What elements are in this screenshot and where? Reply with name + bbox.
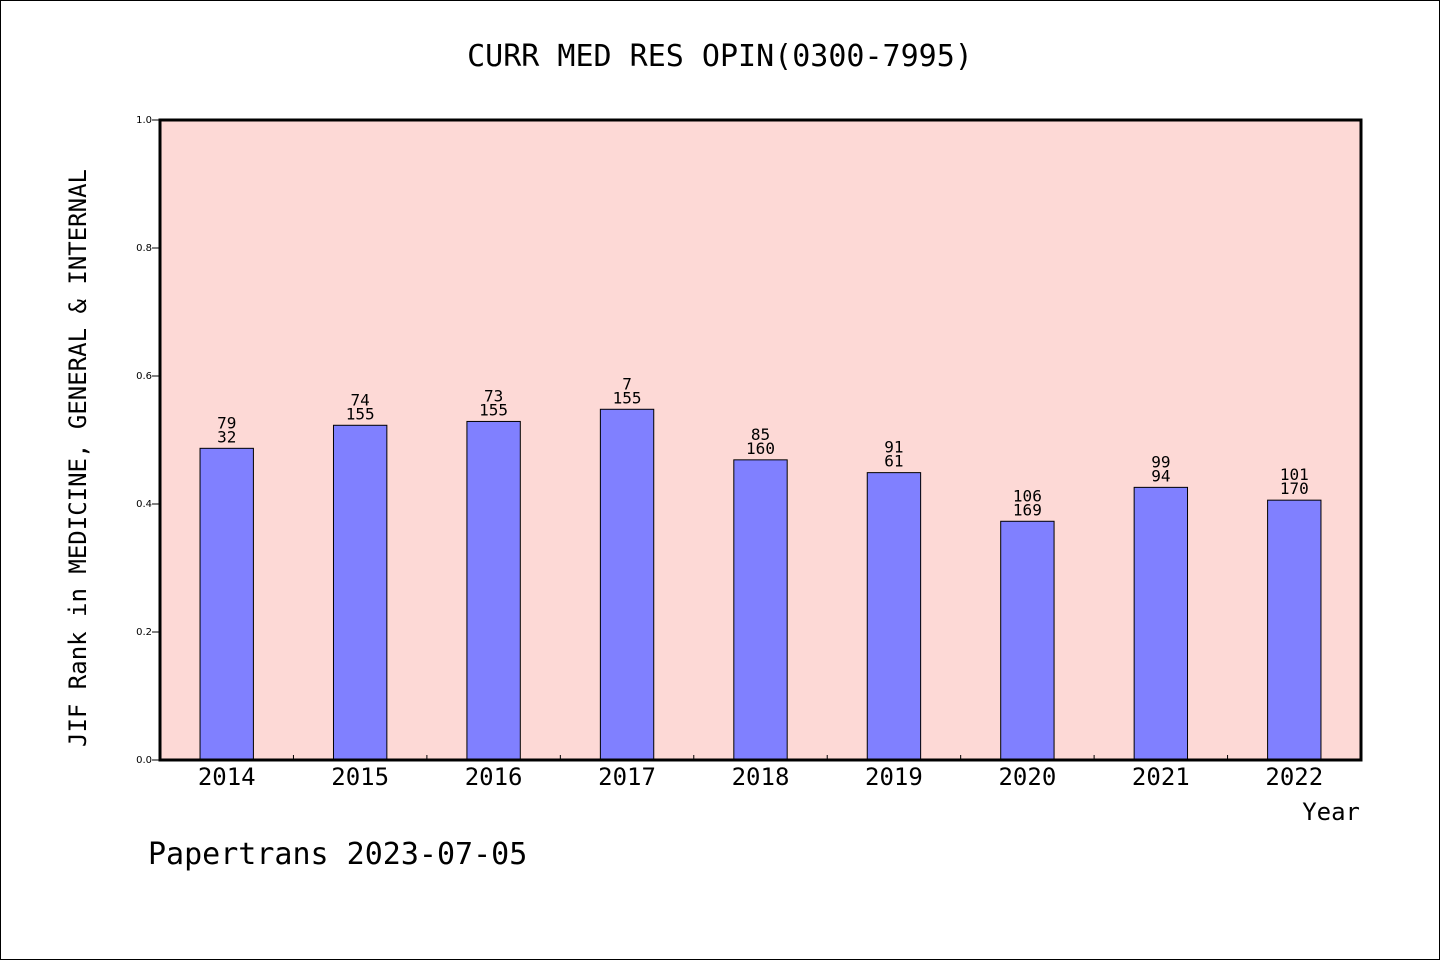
y-tick-label: 0.2 bbox=[136, 627, 152, 638]
bar-total-label: 155 bbox=[346, 404, 375, 423]
bar-2018 bbox=[733, 459, 788, 761]
x-tick-label: 2020 bbox=[998, 763, 1056, 791]
y-axis-label: JIF Rank in MEDICINE, GENERAL & INTERNAL bbox=[64, 169, 92, 747]
bar-rank-label: 7 bbox=[622, 374, 632, 393]
bar-2019 bbox=[866, 472, 922, 761]
bar-2021 bbox=[1133, 486, 1189, 761]
plot-border bbox=[158, 118, 1363, 762]
bar-2020 bbox=[1000, 520, 1055, 761]
x-tick-label: 2021 bbox=[1132, 763, 1190, 791]
bar-rank-label: 73 bbox=[484, 386, 503, 405]
bar-total-label: 94 bbox=[1151, 466, 1170, 485]
bar-rank-label: 106 bbox=[1013, 486, 1042, 505]
x-tick-label: 2019 bbox=[865, 763, 923, 791]
bar-rank-label: 74 bbox=[351, 390, 370, 409]
bar-total-label: 169 bbox=[1013, 500, 1042, 519]
y-tick-label: 1.0 bbox=[136, 115, 152, 126]
bar-rank-label: 101 bbox=[1280, 465, 1309, 484]
bar-rank-label: 85 bbox=[751, 425, 770, 444]
x-tick-label: 2016 bbox=[465, 763, 523, 791]
bar-total-label: 32 bbox=[217, 427, 236, 446]
x-tick-label: 2015 bbox=[331, 763, 389, 791]
bar-rank-label: 79 bbox=[217, 413, 236, 432]
bar-rank-label: 99 bbox=[1151, 452, 1170, 471]
bar-total-label: 170 bbox=[1280, 479, 1309, 498]
bar-total-label: 155 bbox=[613, 388, 642, 407]
y-tick-label: 0.6 bbox=[136, 371, 152, 382]
bar-2014 bbox=[199, 447, 254, 761]
x-tick-label: 2022 bbox=[1265, 763, 1323, 791]
x-tick-label: 2017 bbox=[598, 763, 656, 791]
x-tick-label: 2018 bbox=[732, 763, 790, 791]
bar-rank-label: 91 bbox=[884, 438, 903, 457]
x-axis-label: Year bbox=[1302, 798, 1360, 826]
x-tick-label: 2014 bbox=[198, 763, 256, 791]
footer-text: Papertrans 2023-07-05 bbox=[148, 837, 527, 872]
y-tick-label: 0.8 bbox=[136, 243, 152, 254]
x-axis: 2014 2015 2016 2017 2018 2019 2020 2021 2022 bbox=[198, 755, 1323, 791]
bar-total-label: 155 bbox=[479, 400, 508, 419]
bar-2015 bbox=[332, 424, 388, 761]
chart-title: CURR MED RES OPIN(0300-7995) bbox=[467, 39, 973, 74]
y-tick-label: 0.0 bbox=[136, 755, 152, 766]
bar-total-label: 160 bbox=[746, 439, 775, 458]
y-tick-label: 0.4 bbox=[136, 499, 152, 510]
bar-2017 bbox=[599, 408, 655, 761]
y-axis: 0.0 0.2 0.4 0.6 0.8 1.0 bbox=[136, 115, 160, 766]
bar-total-label: 61 bbox=[884, 452, 903, 471]
bar-2016 bbox=[466, 420, 521, 761]
bar-2022 bbox=[1267, 499, 1322, 761]
